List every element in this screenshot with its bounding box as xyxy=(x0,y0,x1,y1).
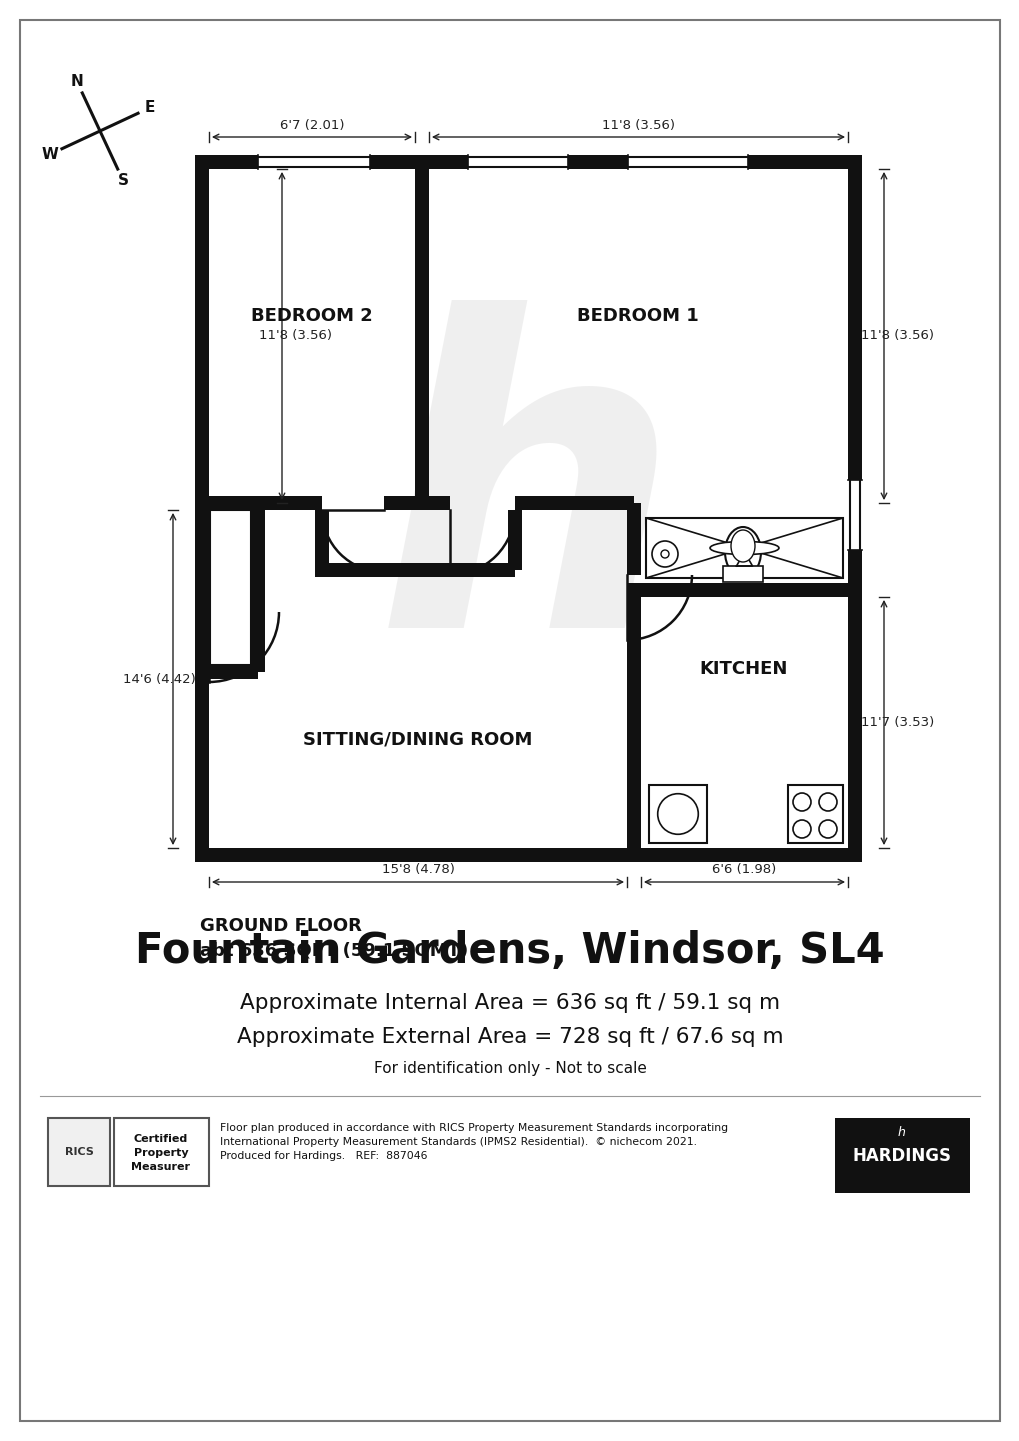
Bar xyxy=(788,785,842,843)
Text: 11'7 (3.53): 11'7 (3.53) xyxy=(860,716,933,729)
Bar xyxy=(835,1118,969,1193)
Circle shape xyxy=(660,550,668,558)
Text: abt 636 SQFT (59.1 SQMT): abt 636 SQFT (59.1 SQMT) xyxy=(200,941,468,960)
Bar xyxy=(847,480,862,550)
Circle shape xyxy=(818,793,837,811)
Ellipse shape xyxy=(651,540,678,566)
Bar xyxy=(627,503,640,575)
Bar xyxy=(258,154,370,169)
Bar xyxy=(515,496,634,510)
Bar xyxy=(648,785,706,843)
Ellipse shape xyxy=(709,542,779,555)
Text: W: W xyxy=(42,147,58,161)
Bar xyxy=(195,156,861,862)
Text: BEDROOM 1: BEDROOM 1 xyxy=(577,307,698,326)
Text: GROUND FLOOR: GROUND FLOOR xyxy=(200,916,362,935)
Text: 6'6 (1.98): 6'6 (1.98) xyxy=(711,863,775,876)
Bar xyxy=(628,154,747,169)
Bar xyxy=(645,517,842,578)
Bar xyxy=(195,847,861,862)
Bar xyxy=(210,510,251,664)
Bar xyxy=(415,169,429,503)
Text: Approximate Internal Area = 636 sq ft / 59.1 sq m: Approximate Internal Area = 636 sq ft / … xyxy=(239,993,780,1013)
Bar xyxy=(209,664,258,679)
Text: Measurer: Measurer xyxy=(131,1161,191,1172)
Text: h: h xyxy=(897,1127,905,1140)
Ellipse shape xyxy=(731,530,754,562)
Bar xyxy=(507,510,522,571)
Bar xyxy=(315,563,515,576)
Circle shape xyxy=(792,793,810,811)
Bar xyxy=(627,584,640,640)
Text: 11'8 (3.56): 11'8 (3.56) xyxy=(601,118,675,131)
Text: 14'6 (4.42): 14'6 (4.42) xyxy=(122,673,196,686)
Text: S: S xyxy=(117,173,128,189)
Text: Certified: Certified xyxy=(133,1134,187,1144)
Bar xyxy=(315,510,329,571)
Text: N: N xyxy=(70,73,84,89)
Text: 6'7 (2.01): 6'7 (2.01) xyxy=(279,118,344,131)
Bar xyxy=(114,1118,209,1186)
Circle shape xyxy=(792,820,810,839)
Bar xyxy=(847,156,861,862)
Text: Fountain Gardens, Windsor, SL4: Fountain Gardens, Windsor, SL4 xyxy=(136,929,883,973)
Text: Approximate External Area = 728 sq ft / 67.6 sq m: Approximate External Area = 728 sq ft / … xyxy=(236,1027,783,1048)
Text: 11'8 (3.56): 11'8 (3.56) xyxy=(861,330,933,343)
Bar xyxy=(383,496,449,510)
Bar xyxy=(627,584,847,597)
Ellipse shape xyxy=(725,527,760,576)
Bar xyxy=(195,156,861,169)
Bar xyxy=(195,156,209,862)
Text: KITCHEN: KITCHEN xyxy=(699,660,788,679)
Text: BEDROOM 2: BEDROOM 2 xyxy=(251,307,373,326)
Text: 11'8 (3.56): 11'8 (3.56) xyxy=(259,330,332,343)
Text: E: E xyxy=(145,101,155,115)
Circle shape xyxy=(818,820,837,839)
Text: Floor plan produced in accordance with RICS Property Measurement Standards incor: Floor plan produced in accordance with R… xyxy=(220,1123,728,1161)
Bar xyxy=(48,1118,110,1186)
Text: 15'8 (4.78): 15'8 (4.78) xyxy=(381,863,454,876)
Bar xyxy=(722,566,762,582)
Text: For identification only - Not to scale: For identification only - Not to scale xyxy=(373,1062,646,1076)
Text: RICS: RICS xyxy=(64,1147,94,1157)
Text: SITTING/DINING ROOM: SITTING/DINING ROOM xyxy=(303,731,532,748)
Text: Property: Property xyxy=(133,1148,189,1159)
Circle shape xyxy=(657,794,698,834)
Bar xyxy=(251,510,265,672)
Bar xyxy=(627,589,640,847)
Bar xyxy=(468,154,568,169)
Text: h: h xyxy=(375,300,681,718)
Text: HARDINGS: HARDINGS xyxy=(852,1147,951,1164)
Bar xyxy=(209,496,322,510)
